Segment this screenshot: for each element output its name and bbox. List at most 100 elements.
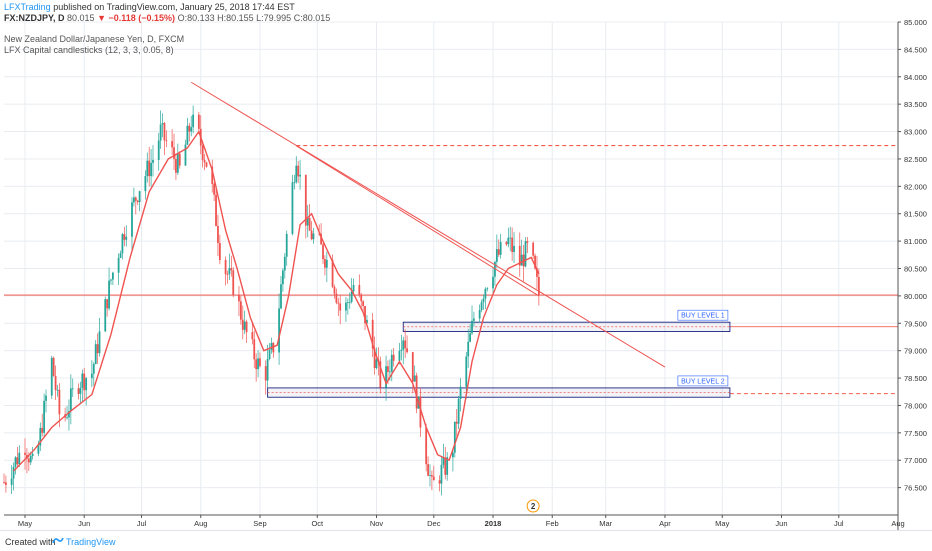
candle-body	[509, 237, 512, 239]
candle-body	[446, 457, 449, 475]
candle-body	[348, 301, 351, 303]
candle-body	[492, 276, 494, 289]
buy-zone-label: BUY LEVEL 2	[681, 378, 725, 385]
candle-body	[190, 127, 193, 132]
candle-body	[495, 249, 498, 262]
candle-body	[440, 464, 443, 484]
candle-body	[192, 114, 195, 128]
candle-body	[283, 256, 286, 271]
candle-body	[358, 285, 361, 295]
candle-body	[322, 244, 324, 260]
candle-body	[536, 268, 538, 277]
candle-body	[373, 348, 376, 369]
price-tick-label: 78.000	[904, 401, 927, 410]
price-tick-label: 80.000	[904, 292, 927, 301]
candle-body	[24, 452, 26, 455]
candle-body	[419, 396, 422, 428]
candle-body	[480, 302, 483, 311]
event-marker[interactable]: 2	[526, 499, 540, 513]
time-tick-label: 2018	[485, 519, 502, 528]
candle-body	[96, 344, 99, 354]
price-tick-label: 79.500	[904, 319, 927, 328]
candle-body	[350, 291, 353, 302]
candle-body	[400, 349, 403, 351]
candle-body	[335, 293, 338, 303]
candle-body	[217, 226, 219, 243]
price-tick-label: 82.000	[904, 182, 927, 191]
candle-body	[499, 241, 502, 255]
candle-body	[387, 366, 389, 372]
buy-zones: BUY LEVEL 1 BUY LEVEL 2	[267, 309, 731, 398]
candle-body	[453, 421, 456, 453]
candle-body	[106, 299, 109, 309]
created-with-text: Created with	[5, 537, 56, 547]
candle-body	[511, 237, 514, 252]
candle-body	[132, 197, 135, 203]
candle-body	[352, 285, 355, 292]
candle-body	[16, 457, 19, 465]
price-tick-label: 79.000	[904, 347, 927, 356]
candle-body	[54, 375, 57, 391]
candle-body	[385, 366, 387, 388]
candle-body	[238, 295, 240, 302]
candle-body	[43, 400, 46, 433]
symbol[interactable]: FX:NZDJPY, D	[4, 13, 65, 23]
candle-body	[259, 358, 261, 367]
tradingview-brand[interactable]: TradingView	[66, 537, 116, 547]
time-tick-label: May	[715, 519, 729, 528]
candle-body	[176, 153, 179, 173]
price-chart[interactable]: 82.74380.01579.43678.215 BUY LEVEL 1BUY …	[0, 0, 932, 530]
time-tick-label: Mar	[599, 519, 612, 528]
candle-body	[203, 160, 206, 163]
candle-body	[10, 478, 13, 485]
time-axis[interactable]: May Jun Jul Aug Sep Oct Nov Dec 2018 Feb Mar Apr May…	[4, 514, 905, 528]
candle-body	[39, 427, 42, 446]
candle-body	[320, 233, 323, 245]
publisher-link[interactable]: LFXTrading	[4, 2, 51, 12]
price-tick-label: 81.000	[904, 237, 927, 246]
candle-body	[138, 191, 141, 203]
candle-body	[438, 480, 441, 484]
publish-info: LFXTrading published on TradingView.com,…	[4, 2, 295, 12]
price-tick-label: 82.500	[904, 155, 927, 164]
candle-body	[291, 182, 294, 234]
ma-line	[13, 130, 540, 472]
candle-body	[467, 341, 470, 357]
candle-body	[188, 125, 191, 132]
candle-body	[388, 371, 391, 373]
candle-body	[415, 375, 418, 409]
event-marker-circle	[526, 499, 540, 513]
candle-body	[392, 354, 395, 361]
candle-body	[345, 302, 347, 311]
candle-body	[333, 286, 336, 294]
candle-body	[295, 165, 298, 183]
moving-average	[13, 130, 540, 472]
candle-body	[173, 147, 175, 159]
price-tick-label: 78.500	[904, 374, 927, 383]
candle-body	[278, 308, 280, 353]
candle-body	[104, 299, 107, 332]
candle-body	[360, 294, 363, 302]
candle-body	[484, 288, 487, 299]
candle-body	[432, 476, 435, 481]
candle-body	[213, 184, 216, 195]
price-tick-label: 83.500	[904, 100, 927, 109]
time-tick-label: Jun	[78, 519, 90, 528]
candle-body	[406, 348, 408, 353]
price-axis[interactable]: 76.500 77.000 77.500 78.000 78.500 79.000 79.5…	[897, 18, 932, 530]
candle-body	[123, 234, 126, 240]
buy-zone-label: BUY LEVEL 1	[681, 313, 725, 320]
candle-body	[184, 144, 187, 166]
candle-body	[285, 233, 288, 257]
candle-body	[293, 182, 296, 184]
candle-body	[50, 357, 53, 396]
price-tick-label: 83.000	[904, 128, 927, 137]
candle-body	[297, 165, 300, 177]
indicator-legend[interactable]: LFX Capital candlesticks (12, 3, 3, 0.05…	[4, 45, 174, 55]
candle-body	[457, 399, 460, 424]
candle-body	[56, 389, 59, 391]
candle-body	[253, 339, 256, 360]
candle-body	[69, 388, 72, 412]
candle-body	[186, 125, 189, 145]
candle-body	[121, 234, 124, 254]
